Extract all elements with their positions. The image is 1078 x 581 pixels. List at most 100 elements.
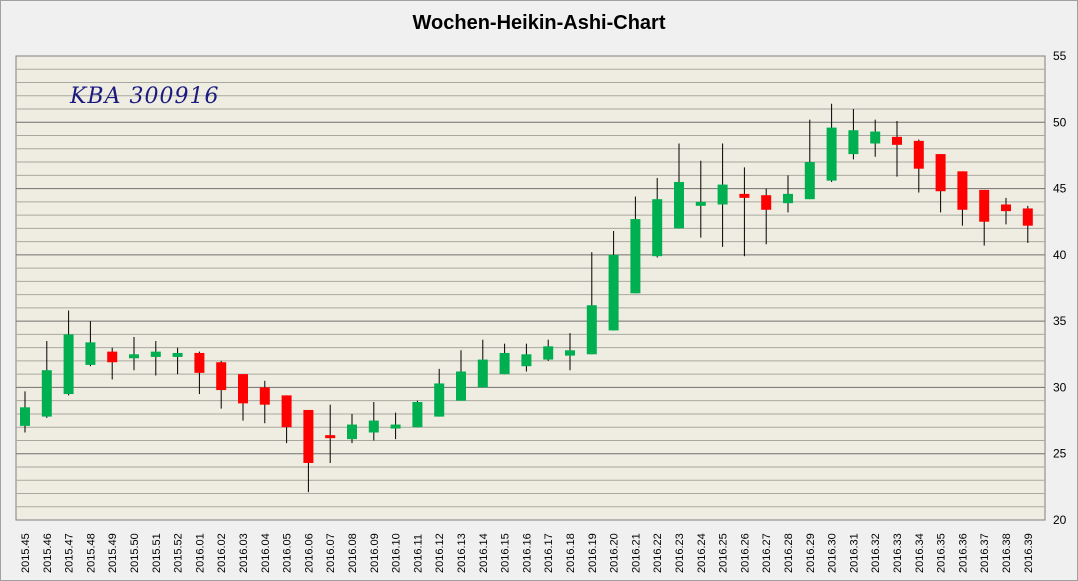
candle-body-up (783, 193, 793, 204)
x-tick-label: 2015.51 (151, 533, 163, 573)
x-tick-label: 2015.50 (129, 533, 141, 573)
x-tick-label: 2016.36 (957, 533, 969, 573)
candle-body-up (870, 131, 881, 144)
candle-body-down (935, 154, 946, 192)
x-tick-label: 2016.32 (870, 533, 882, 573)
x-tick-label: 2016.21 (630, 533, 642, 573)
y-tick-label: 55 (1053, 49, 1067, 63)
x-tick-label: 2016.13 (456, 533, 468, 573)
x-tick-label: 2016.25 (718, 533, 730, 573)
candle-body-up (695, 201, 706, 206)
x-tick-label: 2016.08 (347, 533, 359, 573)
x-tick-label: 2016.19 (587, 533, 599, 573)
candle-body-down (194, 352, 205, 373)
x-tick-label: 2016.26 (739, 533, 751, 573)
candle-body-down (1022, 208, 1033, 226)
x-tick-label: 2016.35 (936, 533, 948, 573)
candle-body-up (499, 352, 510, 375)
x-tick-label: 2016.39 (1023, 533, 1035, 573)
x-tick-label: 2016.33 (892, 533, 904, 573)
candle-body-up (390, 424, 401, 429)
candle-body-down (107, 351, 118, 363)
x-tick-label: 2016.12 (434, 533, 446, 573)
x-tick-label: 2016.04 (260, 533, 272, 573)
candles (20, 103, 1033, 493)
candle-body-up (20, 407, 30, 426)
candle-body-up (129, 354, 139, 359)
candle-body-down (281, 395, 292, 428)
candle-body-up (63, 334, 74, 395)
x-tick-label: 2016.16 (521, 533, 533, 573)
chart-annotation: KBA 300916 (69, 84, 219, 109)
candle-body-up (717, 184, 728, 205)
plot-area (15, 55, 1046, 521)
candle-body-down (303, 409, 314, 463)
x-tick-label: 2016.31 (848, 533, 860, 573)
x-tick-label: 2016.38 (1001, 533, 1013, 573)
y-tick-label: 25 (1053, 447, 1067, 461)
x-tick-label: 2016.17 (543, 533, 555, 573)
x-tick-label: 2016.27 (761, 533, 773, 573)
x-tick-label: 2016.03 (238, 533, 250, 573)
candle-body-up (674, 181, 684, 229)
chart-title: Wochen-Heikin-Ashi-Chart (412, 12, 666, 34)
x-tick-label: 2015.49 (107, 533, 119, 573)
major-gridlines (16, 121, 1045, 455)
x-tick-label: 2016.14 (478, 533, 490, 573)
x-tick-label: 2016.18 (565, 533, 577, 573)
candle-body-up (150, 351, 161, 357)
candle-body-up (412, 402, 423, 428)
x-tick-label: 2016.02 (216, 533, 228, 573)
candle-body-down (238, 374, 248, 404)
x-tick-label: 2016.23 (674, 533, 686, 573)
candle-body-up (521, 354, 532, 367)
candle-body-up (804, 162, 815, 200)
candle-body-up (172, 352, 183, 357)
x-tick-label: 2016.06 (303, 533, 315, 573)
y-tick-label: 30 (1053, 380, 1067, 394)
candle-body-up (848, 130, 859, 155)
y-tick-label: 50 (1053, 115, 1067, 129)
x-tick-label: 2016.22 (652, 533, 664, 573)
x-tick-label: 2016.37 (979, 533, 991, 573)
x-tick-label: 2016.29 (805, 533, 817, 573)
candle-body-up (347, 424, 357, 440)
x-tick-label: 2016.20 (609, 533, 621, 573)
x-tick-label: 2016.28 (783, 533, 795, 573)
x-tick-label: 2016.11 (412, 534, 424, 573)
candle-body-up (652, 199, 663, 257)
y-tick-label: 20 (1053, 513, 1067, 527)
x-axis-ticks: 2015.45 2015.46 2015.47 2015.48 2015.49 2015.… (20, 533, 1035, 573)
candle-body-up (41, 370, 52, 417)
x-tick-label: 2016.01 (194, 533, 206, 573)
candle-body-down (1001, 204, 1011, 212)
x-tick-label: 2016.05 (282, 533, 294, 573)
candle-body-up (434, 383, 445, 417)
candle-body-down (325, 435, 336, 439)
y-tick-label: 40 (1053, 248, 1067, 262)
x-tick-label: 2015.45 (20, 533, 32, 573)
candle-body-up (630, 219, 641, 294)
candle-body-down (913, 140, 924, 169)
minor-gridlines (16, 68, 1045, 508)
candle-body-down (957, 171, 968, 210)
x-tick-label: 2016.15 (500, 533, 512, 573)
x-tick-label: 2015.48 (85, 533, 97, 573)
x-tick-label: 2016.24 (696, 533, 708, 573)
candle-body-up (608, 254, 619, 331)
x-tick-label: 2015.46 (42, 533, 54, 573)
candle-body-up (456, 371, 466, 401)
x-tick-label: 2015.52 (173, 533, 185, 573)
candle-body-down (259, 387, 270, 405)
candle-body-down (761, 195, 772, 210)
x-tick-label: 2016.10 (391, 533, 403, 573)
candle-body-up (477, 359, 488, 388)
candle-body-down (892, 136, 902, 145)
candle-body-up (586, 305, 597, 355)
x-tick-label: 2016.07 (325, 533, 337, 573)
x-tick-label: 2016.30 (827, 533, 839, 573)
candle-body-down (739, 193, 750, 198)
candle-body-up (85, 342, 96, 365)
x-tick-label: 2016.34 (914, 533, 926, 573)
